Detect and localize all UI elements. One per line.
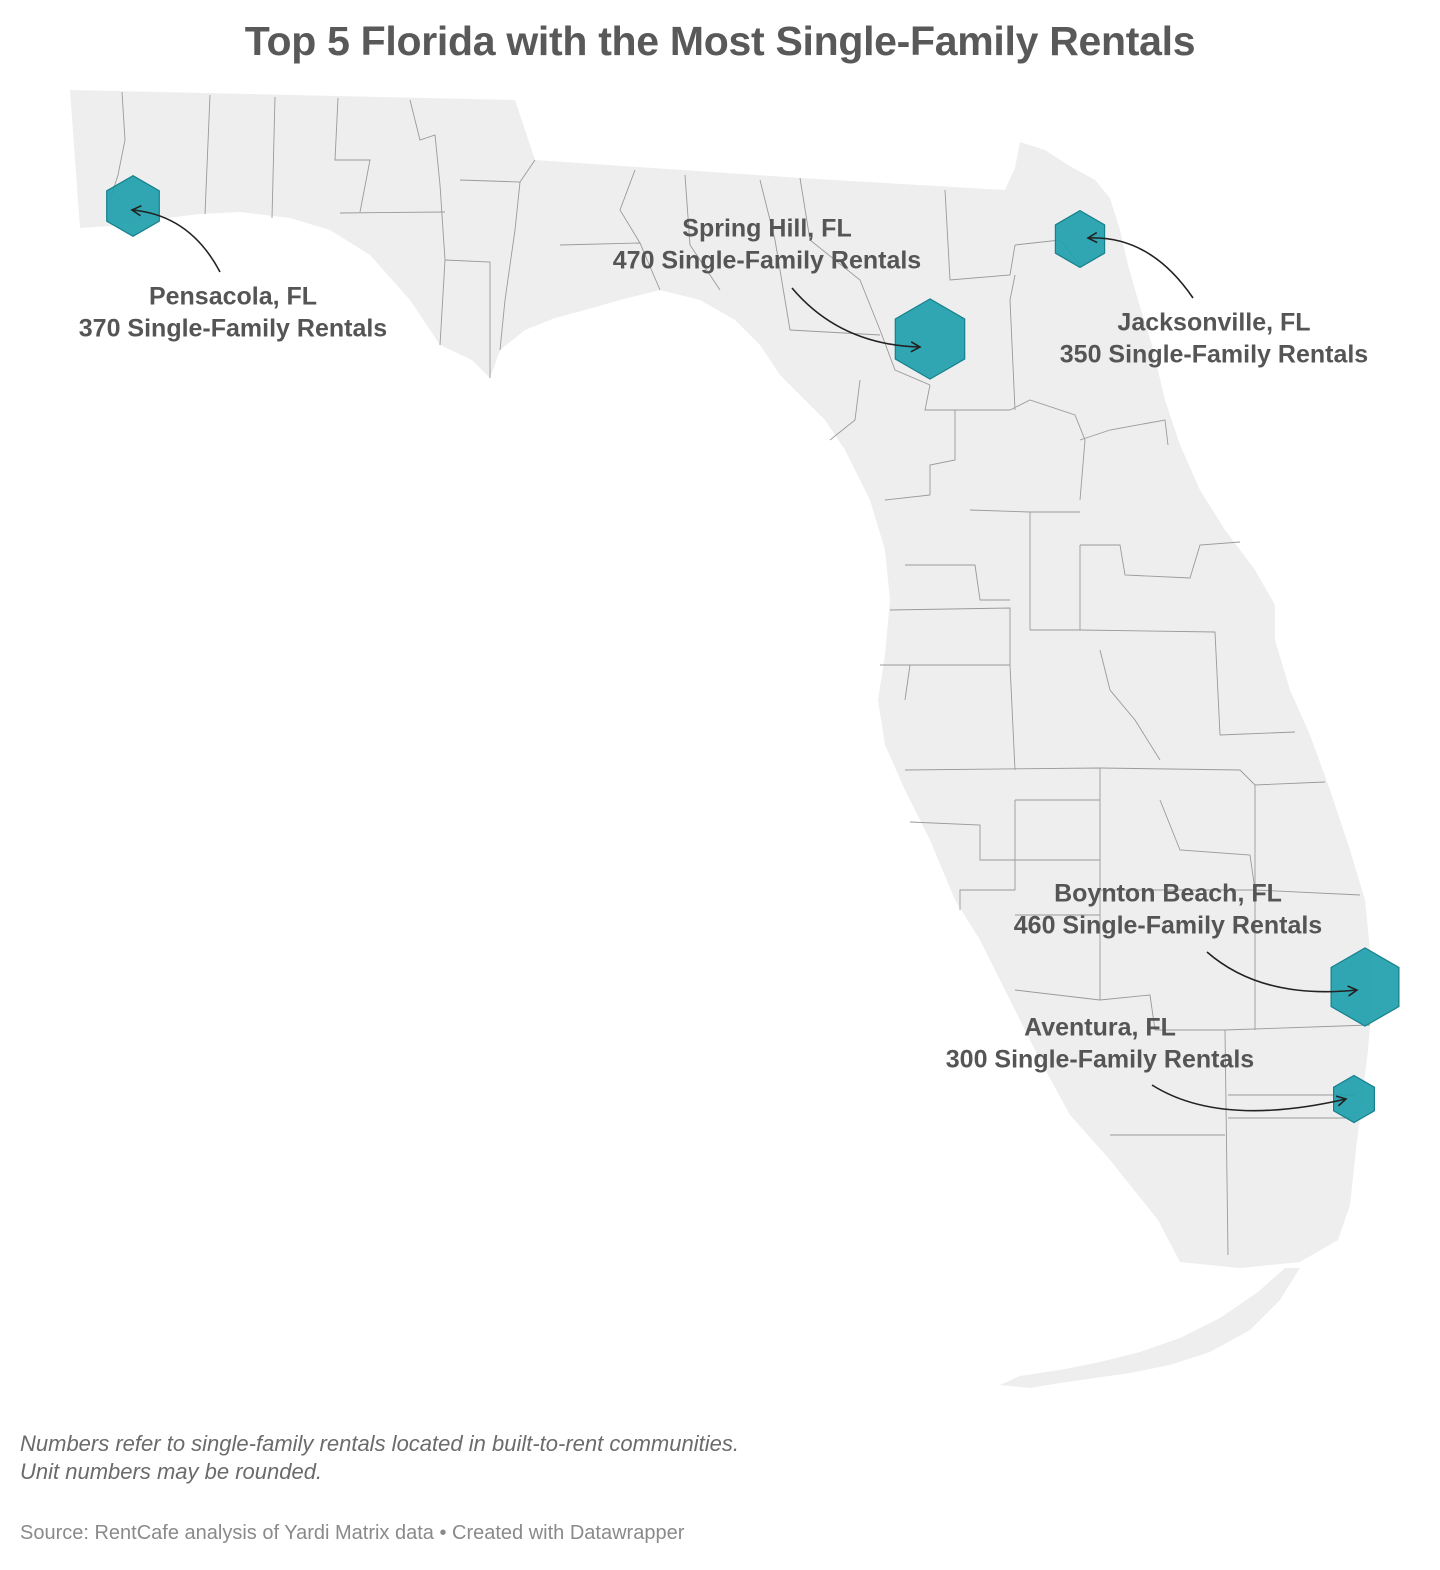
arrow-spring-hill (791, 287, 922, 353)
label-name-pensacola: Pensacola, FL (149, 283, 317, 311)
label-name-jacksonville: Jacksonville, FL (1117, 309, 1310, 337)
label-name-aventura: Aventura, FL (1024, 1014, 1176, 1042)
marker-spring-hill[interactable] (894, 298, 966, 380)
footnote-line-2: Unit numbers may be rounded. (20, 1459, 323, 1484)
label-name-boynton-beach: Boynton Beach, FL (1054, 880, 1282, 908)
arrow-aventura (1151, 1084, 1348, 1112)
footnote-line-1: Numbers refer to single-family rentals l… (20, 1431, 739, 1456)
arrow-pensacola (130, 205, 221, 273)
label-value-spring-hill: 470 Single-Family Rentals (613, 247, 921, 275)
marker-jacksonville[interactable] (1054, 209, 1106, 269)
county-borders (109, 91, 1371, 1256)
marker-aventura[interactable] (1332, 1074, 1376, 1124)
source-credit: Source: RentCafe analysis of Yardi Matri… (20, 1522, 685, 1544)
marker-boynton-beach[interactable] (1330, 947, 1400, 1027)
label-value-aventura: 300 Single-Family Rentals (946, 1046, 1254, 1074)
arrow-jacksonville (1086, 231, 1194, 299)
arrow-boynton-beach (1206, 951, 1359, 997)
label-name-spring-hill: Spring Hill, FL (682, 215, 851, 243)
footnote: Numbers refer to single-family rentals l… (20, 1430, 739, 1486)
map-title: Top 5 Florida with the Most Single-Famil… (244, 18, 1196, 64)
florida-keys (1000, 1268, 1300, 1388)
label-value-boynton-beach: 460 Single-Family Rentals (1014, 912, 1322, 940)
label-value-jacksonville: 350 Single-Family Rentals (1060, 341, 1368, 369)
label-value-pensacola: 370 Single-Family Rentals (79, 315, 387, 343)
florida-land (70, 90, 1372, 1268)
